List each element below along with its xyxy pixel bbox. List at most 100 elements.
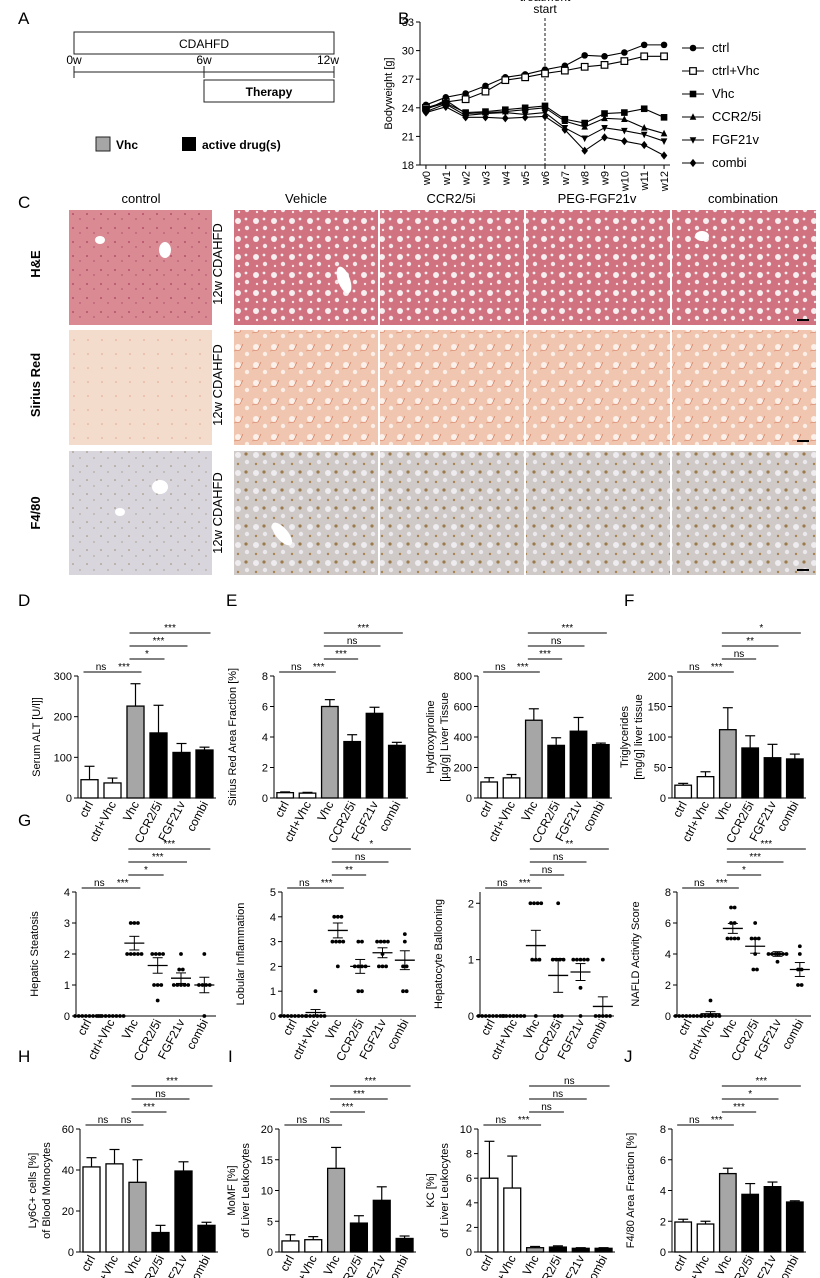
data-point (125, 952, 130, 956)
y-tick-label: 200 (54, 712, 72, 724)
x-tick-label: w2 (461, 171, 473, 186)
x-tick-label: Vhc (712, 799, 734, 824)
data-point (386, 939, 390, 944)
significance-label: ns (121, 1115, 132, 1126)
micrograph-f480-fgf21v (526, 451, 670, 575)
series-marker (601, 114, 608, 122)
x-tick-label: combi (583, 1253, 610, 1278)
data-point (304, 1014, 309, 1018)
data-point (535, 901, 540, 906)
bar (326, 1167, 346, 1253)
series-marker (580, 62, 589, 71)
series-marker (481, 87, 490, 96)
panel-label-a: A (18, 9, 30, 28)
x-tick-label: combi (184, 1017, 211, 1052)
significance-label: * (145, 649, 149, 660)
y-tick-label: 60 (62, 1124, 74, 1136)
x-tick-label: Vhc (520, 1017, 542, 1042)
y-tick-label: 18 (402, 160, 414, 172)
y-tick-label: 100 (648, 732, 666, 744)
x-tick-label: w8 (580, 171, 592, 186)
micrograph-he-vehicle (234, 210, 378, 325)
data-point (382, 939, 387, 944)
x-tick-label: w11 (639, 171, 651, 191)
significance-label: ** (746, 636, 754, 647)
y-tick-label: 4 (262, 732, 268, 744)
series-marker (442, 102, 450, 111)
significance-label: ns (553, 1089, 564, 1100)
series-marker (601, 125, 608, 132)
data-point (578, 1014, 583, 1018)
data-point (582, 957, 586, 962)
significance-label: * (759, 623, 763, 634)
x-tick-label: ctrl (675, 1017, 695, 1038)
y-tick-label: 6 (660, 1155, 666, 1167)
x-tick-label: ctrl (670, 1253, 690, 1274)
data-point (729, 905, 733, 910)
data-point (380, 964, 385, 969)
bar (343, 740, 362, 799)
row-label-he: H&E (28, 250, 43, 278)
series-marker (601, 110, 608, 117)
significance-label: *** (711, 1115, 723, 1126)
data-point (699, 1014, 704, 1018)
panel-label-i: I (228, 1047, 233, 1066)
bar (197, 1224, 216, 1253)
data-point (360, 989, 364, 994)
series-marker (660, 138, 668, 145)
significance-label: *** (760, 839, 772, 850)
significance-label: ** (565, 839, 573, 850)
data-point (476, 1014, 481, 1018)
y-tick-label: 0 (660, 1247, 666, 1259)
panel-label-f: F (624, 591, 634, 610)
bar (785, 758, 804, 799)
data-point (402, 939, 407, 944)
data-point (575, 957, 579, 962)
data-point (73, 1014, 77, 1018)
data-point (202, 952, 207, 956)
significance-label: *** (117, 878, 129, 889)
data-point (337, 939, 342, 944)
y-tick-label: 2 (262, 763, 268, 775)
series-marker (660, 114, 668, 121)
data-point (552, 1014, 557, 1018)
y-axis-label: Hepatic Steatosis (29, 911, 41, 997)
data-point (729, 936, 733, 941)
series-marker (581, 135, 588, 143)
significance-label: ns (497, 878, 508, 889)
series-marker (689, 137, 697, 144)
micrograph-he-fgf21v (526, 210, 670, 325)
data-point (578, 957, 583, 962)
vessel (115, 508, 125, 516)
bar (741, 747, 760, 799)
y-tick-label: 0 (468, 1011, 474, 1023)
col-header-control: control (121, 191, 160, 206)
x-tick-label: w10 (619, 171, 631, 192)
data-point (796, 983, 800, 987)
y-tick-label: 400 (454, 732, 472, 744)
data-point (608, 1014, 612, 1018)
data-point (132, 921, 137, 925)
bar (763, 757, 782, 799)
y-tick-label: 0 (466, 1247, 472, 1259)
series-marker (689, 44, 697, 52)
data-point (600, 957, 605, 962)
data-point (522, 1014, 527, 1018)
y-tick-label: 24 (402, 103, 414, 115)
series-marker (601, 53, 608, 60)
series-marker (422, 108, 430, 117)
bar (480, 781, 499, 799)
series-marker (581, 146, 588, 155)
x-tick-label: combi (582, 1017, 609, 1052)
bar (372, 1199, 391, 1253)
data-point (179, 952, 183, 956)
significance-label: * (748, 1089, 752, 1100)
y-tick-label: 0 (270, 1011, 276, 1023)
y-axis-label: F4/80 Area Fraction [%] (625, 1133, 637, 1249)
series-marker (541, 69, 549, 78)
y-tick-label: 8 (665, 887, 671, 899)
bar (320, 705, 339, 799)
